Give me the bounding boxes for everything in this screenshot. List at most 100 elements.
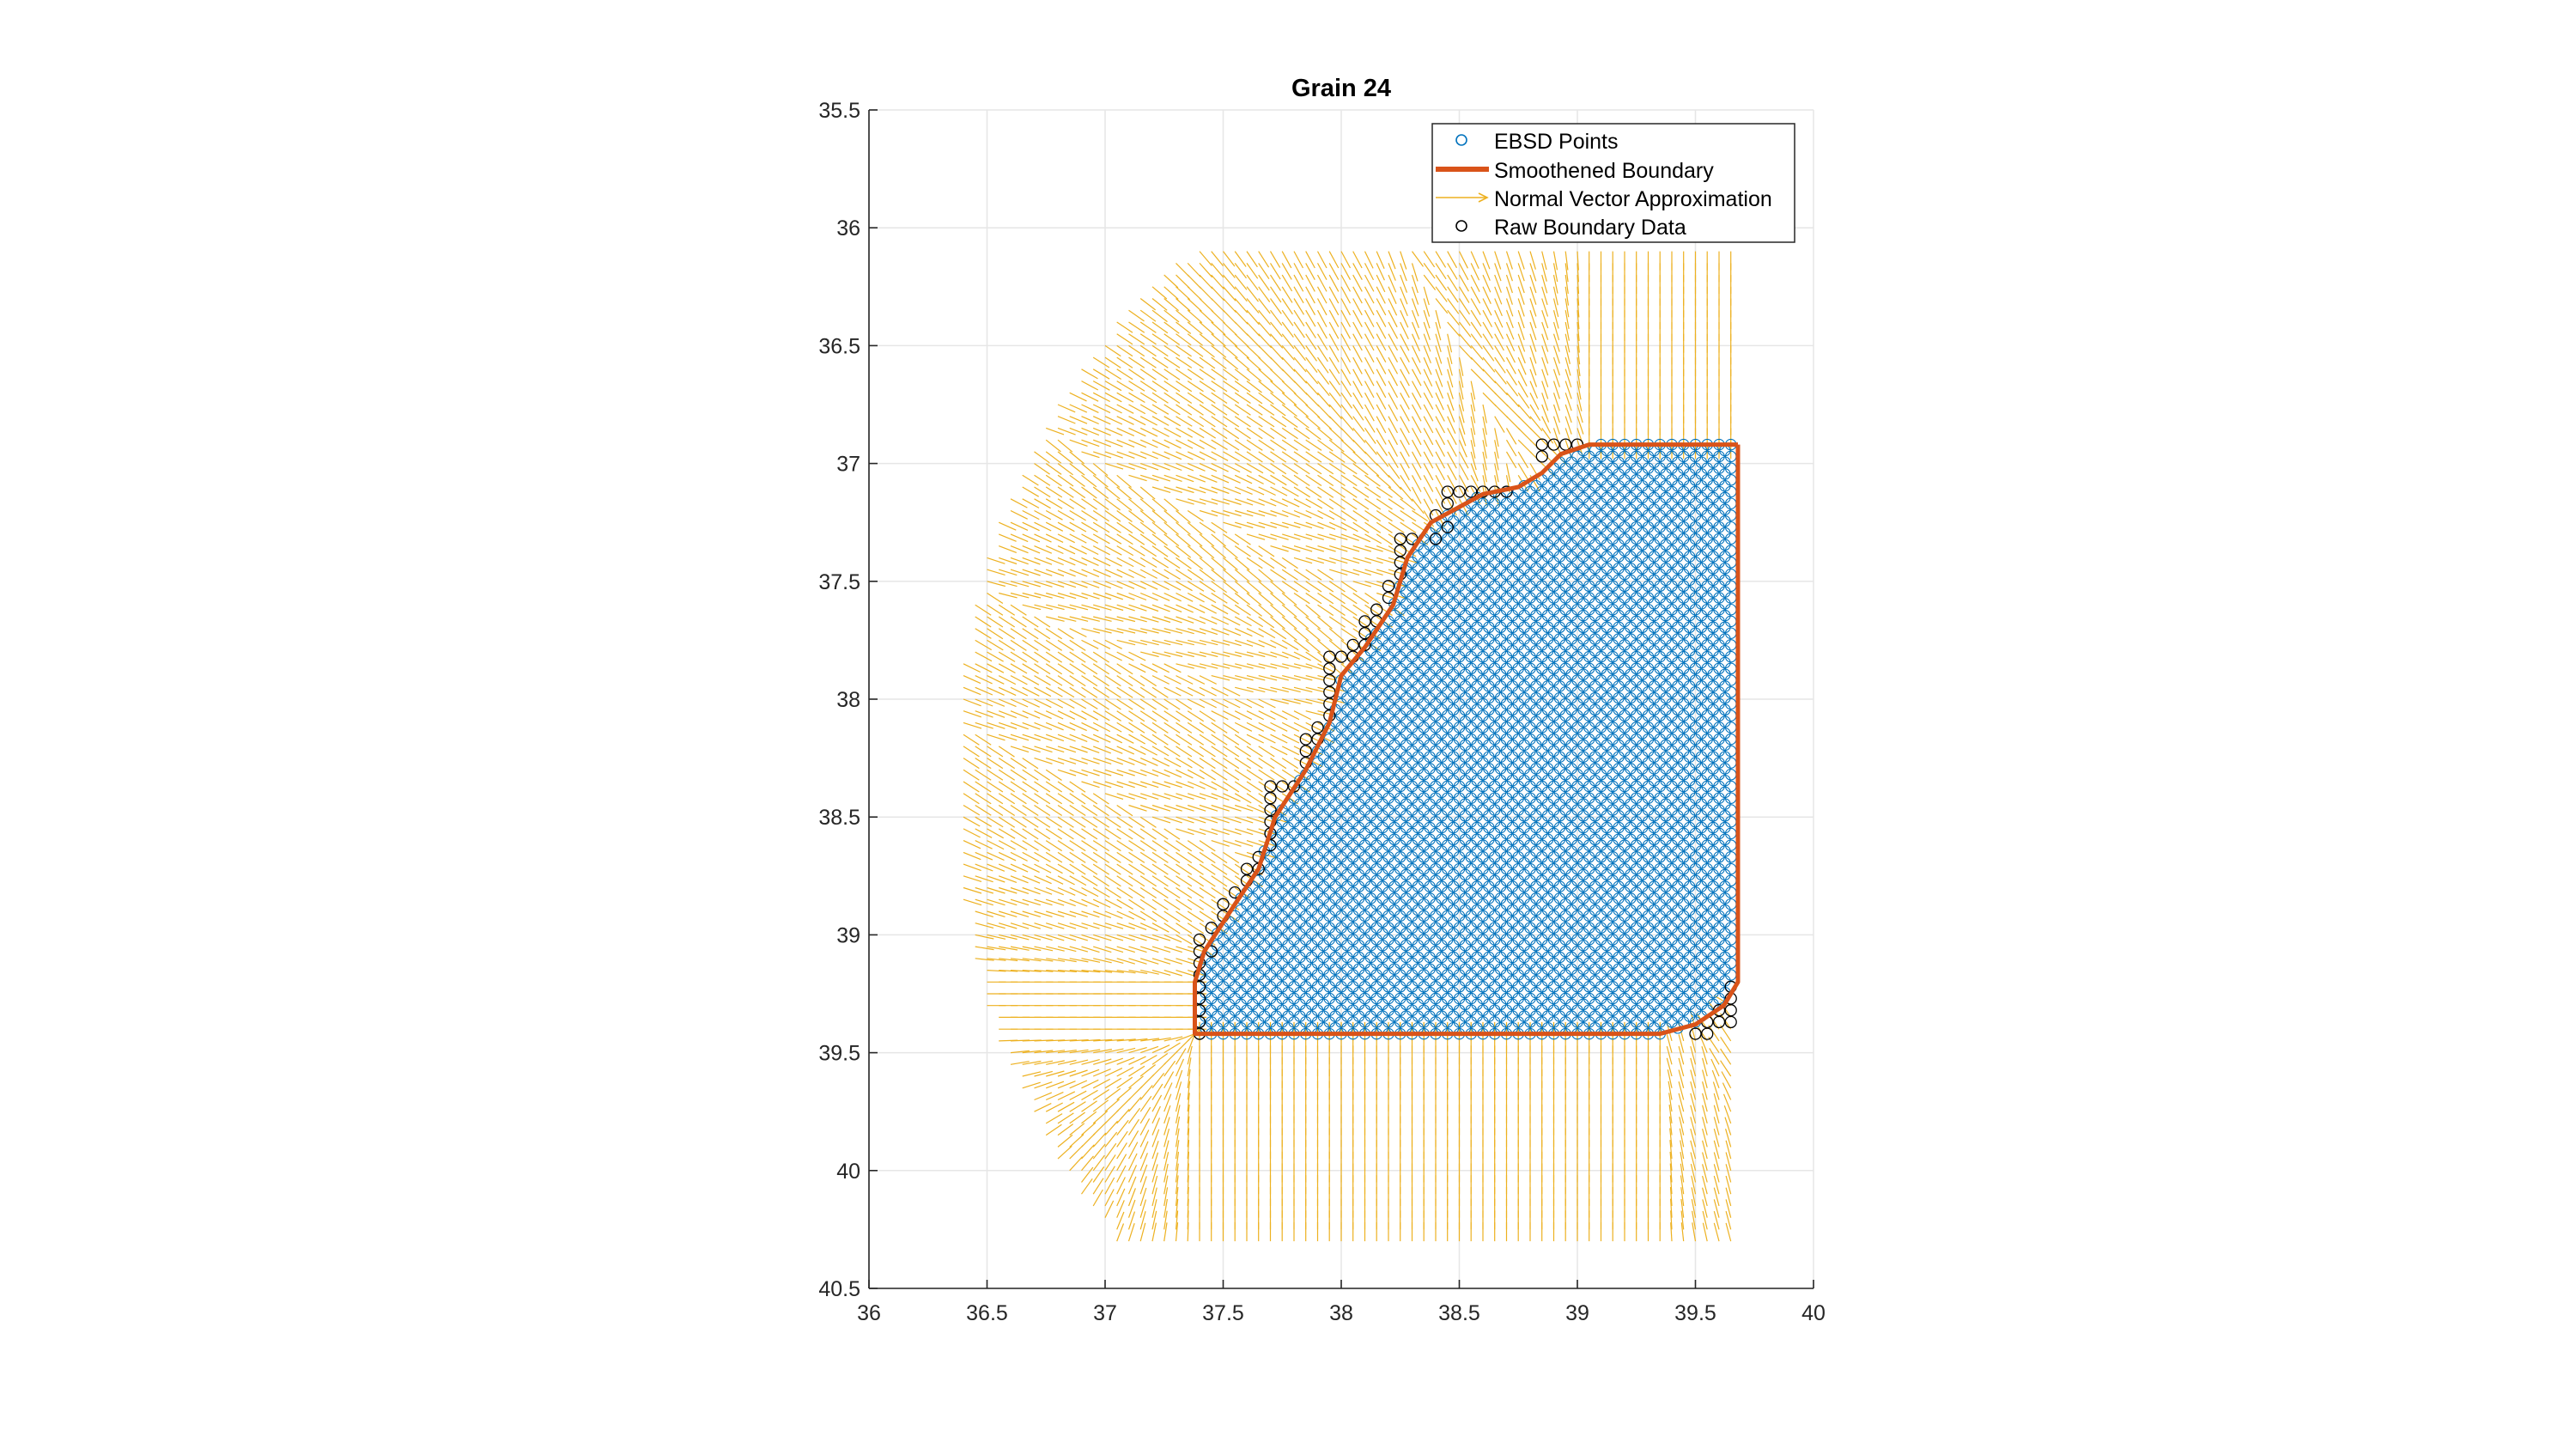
normal-vector: [975, 769, 992, 781]
normal-vector: [1046, 616, 1065, 622]
normal-vector: [1092, 1189, 1103, 1207]
normal-vector: [1293, 616, 1309, 630]
normal-vector: [1151, 545, 1169, 557]
normal-vector: [1163, 569, 1181, 580]
normal-vector: [1211, 710, 1229, 721]
normal-vector: [1199, 686, 1217, 697]
normal-vector: [1163, 1128, 1170, 1148]
normal-vector: [1045, 533, 1064, 543]
normal-vector: [1057, 710, 1076, 720]
normal-vector: [1116, 875, 1133, 887]
normal-vector: [1211, 344, 1227, 358]
normal-vector: [1340, 356, 1352, 374]
normal-vector: [987, 746, 1004, 758]
normal-vector: [1034, 663, 1051, 675]
normal-vector: [1270, 758, 1287, 770]
normal-vector: [1235, 828, 1254, 836]
normal-vector: [1139, 898, 1157, 910]
normal-vector: [998, 769, 1016, 781]
normal-vector: [1093, 592, 1112, 600]
normal-vector: [1187, 604, 1206, 613]
normal-vector: [1128, 804, 1147, 812]
normal-vector: [1223, 381, 1240, 393]
normal-vector: [1128, 427, 1146, 437]
normal-vector: [1057, 910, 1077, 917]
normal-vector: [1175, 1163, 1179, 1183]
normal-vector: [1081, 1059, 1100, 1065]
normal-vector: [1376, 333, 1387, 351]
normal-vector: [1163, 381, 1181, 393]
normal-vector: [1281, 722, 1300, 732]
normal-vector: [1116, 1047, 1136, 1054]
normal-vector: [987, 722, 1005, 729]
normal-vector: [1258, 793, 1275, 805]
normal-vector: [1187, 510, 1204, 522]
normal-vector: [999, 557, 1018, 565]
normal-vector: [1388, 381, 1399, 399]
normal-vector: [1128, 1075, 1144, 1089]
normal-vector: [1352, 486, 1370, 498]
normal-vector: [1022, 651, 1039, 663]
normal-vector: [1187, 392, 1204, 404]
normal-vector: [1270, 309, 1283, 326]
normal-vector: [1128, 875, 1145, 887]
normal-vector: [1069, 663, 1086, 675]
normal-vector: [1128, 934, 1147, 941]
normal-vector: [1069, 616, 1089, 622]
normal-vector: [1151, 439, 1170, 448]
normal-vector: [1305, 263, 1315, 280]
normal-vector: [1305, 557, 1324, 564]
normal-vector: [1045, 639, 1063, 651]
normal-vector: [1317, 451, 1334, 463]
normal-vector: [1034, 628, 1051, 640]
normal-vector: [1234, 263, 1247, 279]
normal-vector: [1246, 769, 1263, 781]
normal-vector: [1034, 816, 1051, 828]
normal-vector: [1176, 545, 1192, 558]
normal-vector: [1092, 356, 1110, 368]
normal-vector: [1176, 309, 1191, 323]
normal-vector: [1069, 922, 1088, 929]
normal-vector: [1069, 1039, 1089, 1042]
normal-vector: [1223, 309, 1237, 325]
normal-vector: [1316, 309, 1327, 327]
normal-vector: [998, 793, 1016, 805]
normal-vector: [1163, 344, 1181, 357]
normal-vector: [1092, 734, 1111, 743]
normal-vector: [1270, 616, 1285, 630]
normal-vector: [1223, 356, 1239, 370]
normal-vector: [1246, 344, 1261, 360]
normal-vector: [1081, 1122, 1097, 1136]
normal-vector: [1376, 521, 1393, 533]
normal-vector: [1116, 356, 1133, 368]
normal-vector: [1034, 569, 1053, 576]
normal-vector: [1163, 781, 1182, 788]
normal-vector: [1293, 593, 1310, 605]
plot-area: [868, 109, 1814, 1289]
normal-vector: [1092, 1166, 1105, 1183]
normal-vector: [1081, 521, 1098, 533]
normal-vector: [1223, 840, 1242, 847]
normal-vector: [1116, 946, 1135, 953]
normal-vector: [1116, 722, 1134, 734]
normal-vector: [1151, 286, 1168, 300]
normal-vector: [1104, 1120, 1119, 1136]
normal-vector: [1270, 368, 1285, 383]
normal-vector: [1093, 451, 1112, 459]
normal-vector: [963, 769, 980, 781]
normal-vector: [1187, 698, 1206, 709]
normal-vector: [1057, 592, 1077, 600]
normal-vector: [1081, 651, 1098, 663]
normal-vector: [1199, 521, 1216, 533]
normal-vector: [1151, 344, 1169, 357]
normal-vector: [1223, 816, 1242, 824]
normal-vector: [1400, 345, 1410, 362]
normal-vector: [1281, 710, 1300, 721]
normal-vector: [1092, 886, 1110, 898]
normal-vector: [1199, 533, 1215, 547]
normal-vector: [1057, 509, 1075, 521]
normal-vector: [1140, 604, 1159, 612]
normal-vector: [1010, 758, 1027, 770]
normal-vector: [1328, 439, 1345, 453]
normal-vector: [1010, 698, 1029, 708]
